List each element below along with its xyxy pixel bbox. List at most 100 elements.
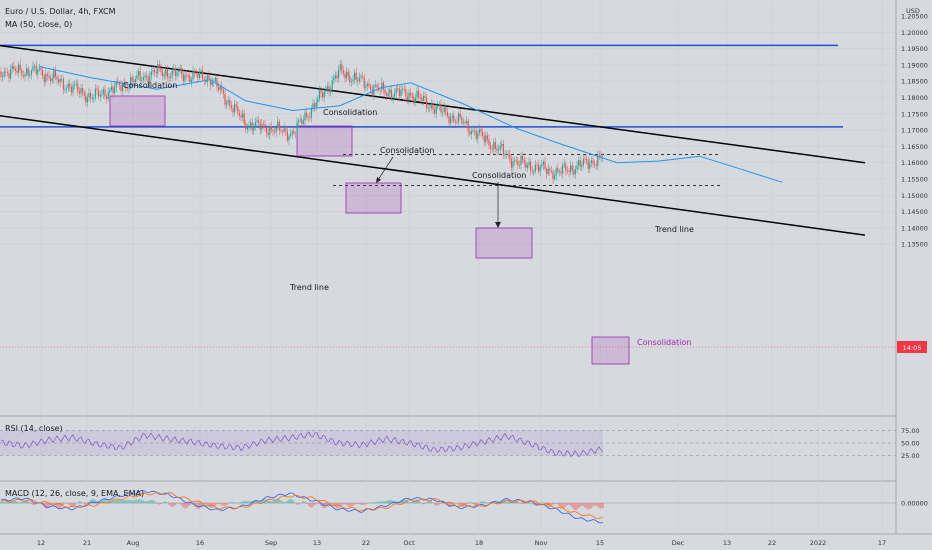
macd-histogram-bar <box>2 501 4 504</box>
candle-body <box>579 160 581 167</box>
candle-body <box>360 76 362 78</box>
candle-body <box>118 82 120 86</box>
candle-body <box>512 161 514 168</box>
macd-histogram-bar <box>96 500 98 504</box>
macd-histogram-bar <box>466 503 468 504</box>
consolidation-box <box>591 336 630 365</box>
macd-group: 0.00000 <box>0 490 928 524</box>
macd-histogram-bar <box>388 500 390 504</box>
candle-body <box>600 155 602 158</box>
symbol-title: Euro / U.S. Dollar, 4h, FXCM <box>5 7 116 16</box>
candle-body <box>411 95 413 98</box>
macd-histogram-bar <box>548 503 550 508</box>
macd-histogram-bar <box>120 499 122 504</box>
macd-histogram-bar <box>560 503 562 509</box>
candle-body <box>214 77 216 82</box>
candle-body <box>141 80 143 81</box>
candle-body <box>30 70 32 75</box>
candle-body <box>421 98 423 101</box>
macd-histogram-bar <box>290 498 292 504</box>
macd-histogram-bar <box>112 500 114 504</box>
macd-histogram-bar <box>320 503 322 507</box>
macd-histogram-bar <box>310 503 312 508</box>
candle-body <box>109 89 111 93</box>
candle-body <box>502 144 504 155</box>
candle-body <box>64 88 66 90</box>
time-tick-label: Sep <box>265 539 277 547</box>
candle-body <box>541 164 543 167</box>
macd-histogram-bar <box>308 503 310 507</box>
candle-body <box>266 128 268 134</box>
macd-histogram-bar <box>136 499 138 504</box>
time-tick-label: Oct <box>403 539 415 547</box>
candle-body <box>82 88 84 93</box>
macd-histogram-bar <box>510 501 512 504</box>
candle-body <box>350 81 352 83</box>
macd-histogram-bar <box>430 500 432 504</box>
candle-body <box>262 123 264 125</box>
candle-body <box>78 91 80 94</box>
macd-histogram-bar <box>590 503 592 509</box>
macd-histogram-bar <box>116 499 118 504</box>
candle-body <box>578 160 580 166</box>
trend-line-label: Trend line <box>289 283 329 292</box>
candle-body <box>131 77 133 81</box>
macd-histogram-bar <box>118 499 120 504</box>
candle-body <box>54 70 56 77</box>
macd-histogram-bar <box>126 499 128 504</box>
candle-body <box>518 165 520 166</box>
candle-body <box>562 165 564 174</box>
candle-body <box>550 170 552 172</box>
candle-body <box>574 169 576 175</box>
candle-body <box>107 92 109 99</box>
macd-histogram-bar <box>220 503 222 505</box>
macd-histogram-bar <box>402 499 404 504</box>
candle-body <box>595 164 597 166</box>
candle-body <box>42 70 44 77</box>
price-tick-label: 1.17000 <box>901 127 928 135</box>
candle-body <box>458 113 460 122</box>
macd-histogram-bar <box>370 502 372 504</box>
macd-histogram-bar <box>364 503 366 505</box>
candle-body <box>318 90 320 99</box>
candle-body <box>459 113 461 118</box>
candle-body <box>482 131 484 136</box>
macd-histogram-bar <box>572 503 574 509</box>
candle-body <box>520 155 522 166</box>
macd-histogram-bar <box>142 500 144 504</box>
candle-body <box>568 171 570 173</box>
macd-histogram-bar <box>124 500 126 504</box>
candle-body <box>296 122 298 134</box>
candle-body <box>414 97 416 102</box>
candle-body <box>469 131 471 135</box>
candle-body <box>34 65 36 67</box>
candle-body <box>534 164 536 172</box>
macd-histogram-bar <box>30 503 32 504</box>
candle-body <box>227 100 229 103</box>
candle-body <box>27 68 29 77</box>
candle-body <box>315 102 317 108</box>
candle-body <box>256 120 258 122</box>
candle-body <box>398 88 400 96</box>
candle-body <box>451 115 453 118</box>
candle-body <box>192 70 194 80</box>
candle-body <box>240 115 242 118</box>
candle-body <box>533 171 535 173</box>
candle-body <box>466 120 468 123</box>
macd-histogram-bar <box>32 503 34 506</box>
candle-body <box>46 74 48 76</box>
macd-histogram-bar <box>156 503 158 504</box>
macd-histogram-bar <box>368 502 370 504</box>
macd-histogram-bar <box>462 503 464 508</box>
candle-body <box>16 70 18 73</box>
macd-histogram-bar <box>486 502 488 504</box>
candle-body <box>62 78 64 90</box>
macd-histogram-bar <box>528 501 530 504</box>
ma-indicator-label: MA (50, close, 0) <box>5 20 72 29</box>
macd-histogram-bar <box>68 503 70 505</box>
candle-body <box>112 86 114 93</box>
macd-histogram-bar <box>64 503 66 504</box>
candle-body <box>582 158 584 165</box>
candle-body <box>323 91 325 98</box>
macd-histogram-bar <box>418 500 420 504</box>
